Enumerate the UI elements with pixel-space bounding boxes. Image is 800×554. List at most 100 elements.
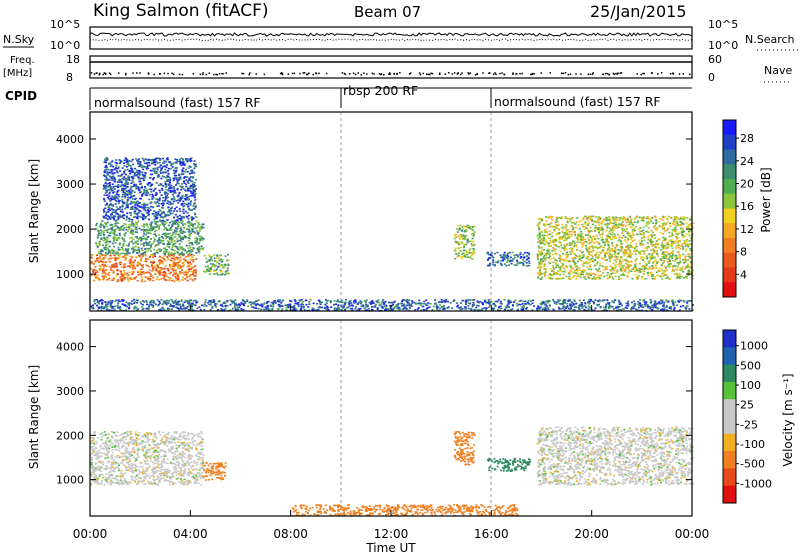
power-scatter-cell [199, 227, 202, 230]
power-scatter-cell [131, 202, 134, 204]
power-scatter-cell [581, 243, 584, 246]
power-scatter-cell [645, 230, 648, 233]
power-scatter-cell [190, 180, 193, 183]
power-scatter-cell [138, 206, 141, 208]
power-scatter-cell [191, 223, 194, 225]
power-scatter-cell [169, 179, 172, 181]
power-scatter-cell [109, 185, 112, 188]
power-scatter-cell [119, 261, 122, 264]
power-scatter-cell [411, 302, 414, 304]
power-scatter-cell [558, 257, 561, 260]
power-scatter-cell [673, 241, 676, 243]
power-scatter-cell [96, 246, 99, 248]
power-scatter-cell [121, 208, 124, 211]
power-scatter-cell [552, 257, 555, 260]
power-scatter-cell [170, 229, 173, 231]
power-scatter-cell [643, 239, 646, 242]
power-scatter-cell [589, 261, 591, 263]
power-scatter-cell [685, 222, 688, 225]
power-scatter-cell [179, 162, 182, 165]
power-scatter-cell [630, 236, 632, 238]
power-scatter-cell [629, 256, 632, 259]
power-scatter-cell [98, 277, 100, 280]
power-scatter-cell [650, 229, 653, 232]
power-scatter-cell [582, 256, 585, 259]
power-scatter-cell [612, 235, 615, 238]
power-scatter-cell [112, 175, 115, 178]
power-scatter-cell [640, 240, 643, 242]
power-scatter-cell [147, 235, 150, 238]
power-scatter-cell [557, 224, 560, 226]
power-scatter-cell [566, 220, 569, 222]
power-scatter-cell [188, 159, 191, 161]
power-scatter-cell [134, 212, 136, 215]
power-scatter-cell [622, 272, 625, 275]
power-scatter-cell [184, 190, 187, 192]
power-scatter-cell [147, 258, 150, 260]
power-scatter-cell [492, 261, 495, 263]
power-scatter-cell [465, 225, 468, 228]
power-scatter-cell [137, 159, 140, 161]
power-scatter-cell [646, 242, 649, 244]
power-scatter-cell [169, 243, 172, 245]
power-scatter-cell [650, 243, 653, 245]
nave-dot [192, 73, 195, 75]
power-scatter-cell [567, 253, 570, 256]
power-scatter-cell [176, 246, 179, 248]
power-scatter-cell [662, 262, 665, 264]
nave-dot [255, 73, 257, 75]
power-scatter-cell [123, 263, 126, 265]
power-scatter-cell [671, 234, 674, 237]
power-scatter-cell [492, 263, 494, 266]
power-scatter-cell [169, 227, 172, 230]
power-scatter-cell [127, 274, 130, 276]
power-scatter-cell [158, 272, 161, 274]
power-scatter-cell [121, 199, 124, 201]
power-scatter-cell [119, 270, 122, 273]
power-scatter-cell [172, 231, 175, 234]
power-scatter-cell [199, 248, 202, 250]
power-scatter-cell [160, 220, 163, 222]
power-scatter-cell [540, 272, 543, 275]
power-scatter-cell [325, 299, 327, 301]
power-scatter-cell [178, 173, 181, 176]
power-scatter-cell [487, 253, 490, 255]
power-scatter-cell [157, 242, 160, 244]
power-scatter-cell [683, 240, 686, 242]
power-scatter-cell [590, 215, 593, 218]
power-scatter-cell [507, 257, 510, 259]
power-scatter-cell [226, 271, 229, 274]
power-scatter-cell [180, 219, 182, 221]
power-scatter-cell [150, 221, 153, 224]
power-scatter-cell [536, 235, 539, 237]
power-scatter-cell [124, 277, 126, 279]
power-scatter-cell [162, 221, 165, 223]
power-scatter-cell [492, 256, 495, 258]
power-scatter-cell [115, 252, 118, 255]
power-scatter-cell [602, 240, 604, 243]
power-scatter-cell [594, 254, 597, 256]
power-scatter-cell [159, 241, 162, 244]
power-scatter-cell [657, 261, 659, 263]
power-scatter-cell [176, 265, 179, 268]
power-scatter-cell [156, 167, 159, 169]
power-scatter-cell [659, 248, 662, 251]
power-scatter-cell [137, 202, 140, 205]
nave-dot [371, 72, 374, 75]
power-scatter-cell [487, 259, 489, 261]
power-scatter-cell [109, 162, 112, 164]
power-scatter-cell [570, 218, 573, 220]
power-scatter-cell [190, 222, 193, 224]
power-scatter-cell [652, 231, 655, 234]
power-scatter-cell [609, 237, 612, 240]
power-scatter-cell [112, 240, 115, 242]
power-scatter-cell [603, 241, 606, 244]
power-scatter-cell [172, 196, 175, 198]
power-scatter-cell [144, 223, 147, 226]
power-scatter-cell [540, 258, 543, 260]
power-scatter-cell [676, 233, 679, 236]
power-scatter-cell [593, 309, 596, 311]
power-scatter-cell [192, 192, 195, 194]
power-scatter-cell [687, 227, 689, 229]
